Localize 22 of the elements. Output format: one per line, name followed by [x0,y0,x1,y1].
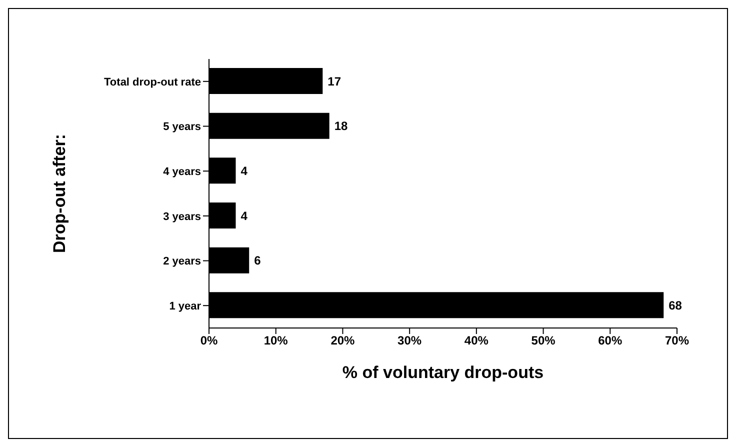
data-label: 18 [334,119,348,134]
y-tick-label: 3 years [163,210,201,223]
y-tick-label: Total drop-out rate [104,76,201,88]
y-axis-title: Drop-out after: [50,134,70,253]
x-tick-label: 10% [264,334,288,348]
x-tick-label: 60% [598,334,622,348]
x-axis-title: % of voluntary drop-outs [342,363,544,382]
x-tick-label: 50% [531,334,556,348]
data-label: 4 [240,164,248,178]
data-label: 6 [254,254,262,268]
data-label: 4 [240,208,248,223]
y-tick-label: 1 year [169,300,202,312]
y-tick-label: 4 years [163,166,201,178]
data-label: 17 [328,74,342,88]
x-tick-label: 70% [664,334,690,348]
y-tick-label: 5 years [163,121,201,134]
y-tick-label: 2 years [163,256,201,268]
x-tick-label: 20% [330,334,356,348]
x-tick-label: 0% [200,334,218,348]
x-tick-label: 30% [398,334,422,348]
x-tick-label: 40% [464,334,489,348]
data-label: 68 [668,298,682,312]
